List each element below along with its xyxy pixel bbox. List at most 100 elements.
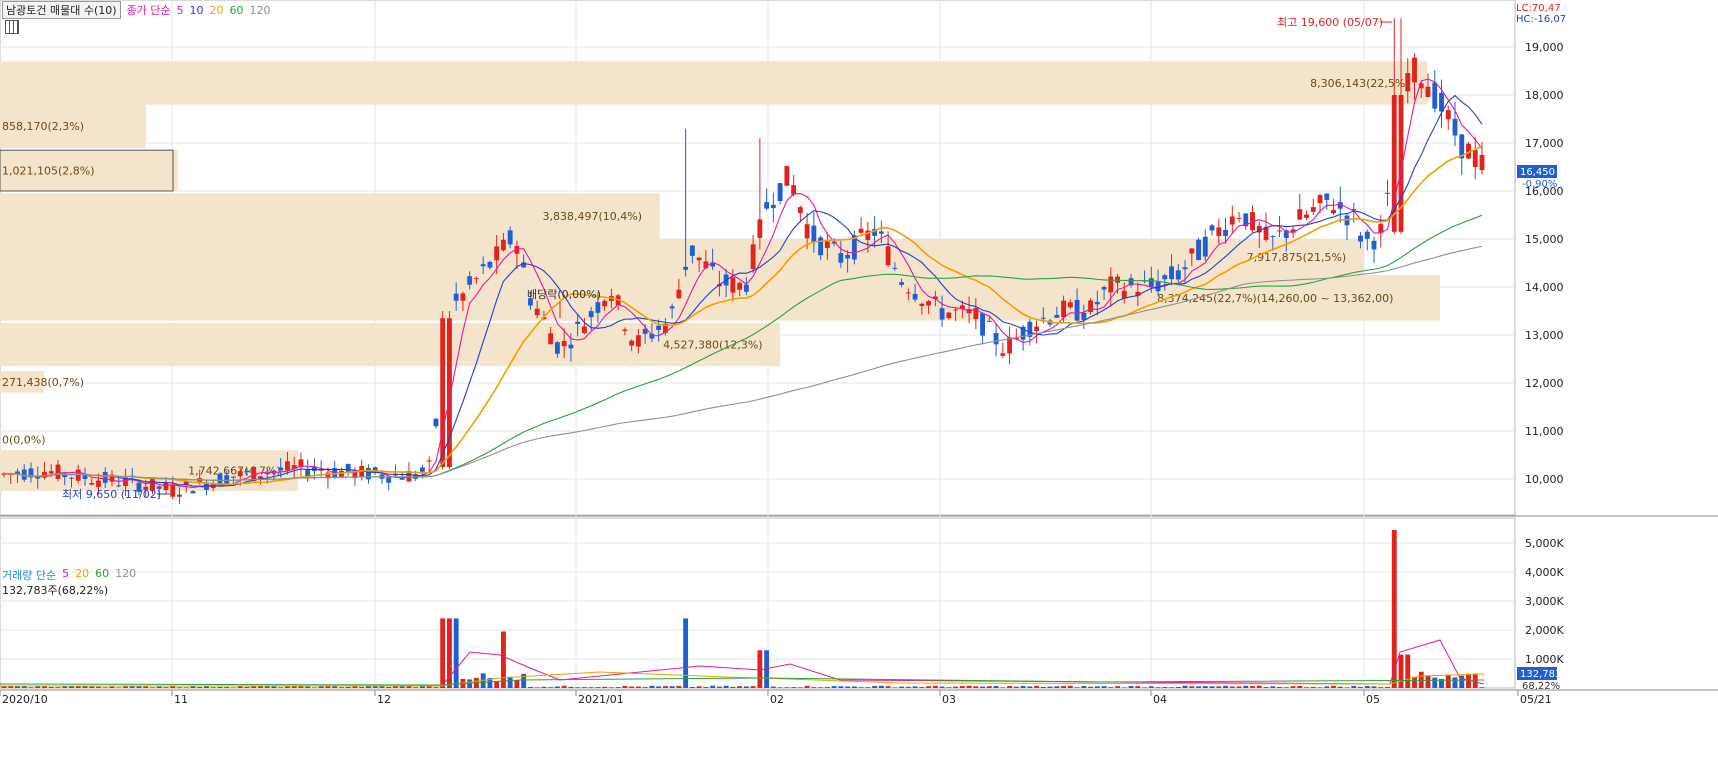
volume-bar <box>1135 686 1141 688</box>
candle-body <box>446 318 452 467</box>
volume-bar <box>568 686 574 688</box>
volume-profile-bar <box>0 371 45 393</box>
volume-bar <box>1034 685 1040 688</box>
candle-body <box>885 246 891 266</box>
candle-body <box>453 293 459 301</box>
candle-body <box>1189 248 1195 254</box>
volume-bar <box>1061 686 1067 688</box>
candle-body <box>791 185 797 195</box>
candle-body <box>1439 92 1444 112</box>
candle-body <box>959 305 965 310</box>
candle-body <box>150 478 155 491</box>
candle-body <box>527 298 533 306</box>
volume-bar <box>1452 677 1458 688</box>
ma-120-label: 120 <box>249 3 271 17</box>
date-tick-label: 05 <box>1366 693 1380 706</box>
candle-body <box>818 237 824 256</box>
ma120-line <box>3 245 1483 481</box>
vol-ma-60-label: 60 <box>95 567 110 580</box>
volume-bar <box>1229 686 1235 688</box>
volume-bar <box>797 687 803 688</box>
volume-bar <box>1432 677 1438 688</box>
ma-20-label: 20 <box>209 3 224 17</box>
volume-bar <box>541 686 547 688</box>
volume-info: 132,783주(68,22%) <box>2 584 109 597</box>
volume-bar <box>1358 686 1363 688</box>
candle-body <box>1351 208 1357 211</box>
candle-body <box>1412 57 1417 83</box>
volume-bar <box>399 686 405 688</box>
volume-bar <box>1000 687 1006 688</box>
volume-bar <box>1108 687 1114 688</box>
candle-body <box>676 289 682 299</box>
candle-body <box>1317 195 1323 204</box>
volume-bar <box>379 686 385 688</box>
volume-bar <box>851 686 857 688</box>
candle-body <box>602 300 608 307</box>
candle-body <box>764 202 770 209</box>
volume-bar <box>258 686 263 688</box>
volume-bar <box>237 686 243 688</box>
candle-body <box>1040 317 1046 319</box>
candle-body <box>433 418 439 427</box>
stock-name-label[interactable]: 남광토건 매물대 수(10) <box>2 1 121 19</box>
candle-body <box>1472 149 1478 168</box>
candle-body <box>352 469 358 479</box>
volume-bar <box>905 686 911 688</box>
volume-profile-label: 8,306,143(22,5%) <box>1310 77 1410 90</box>
candle-body <box>912 293 918 300</box>
volume-bar <box>1121 687 1127 688</box>
volume-bar <box>82 685 88 688</box>
volume-bar <box>757 650 763 688</box>
volume-bar <box>372 686 378 688</box>
volume-bar <box>116 687 122 688</box>
volume-bar <box>102 687 108 688</box>
candle-body <box>1162 275 1168 280</box>
volume-title[interactable]: 거래량 단순 <box>2 569 57 582</box>
volume-bar <box>1351 685 1357 688</box>
volume-bar <box>629 686 635 688</box>
volume-bar <box>811 687 817 688</box>
candle-body <box>561 340 567 347</box>
volume-bar <box>1040 686 1046 688</box>
volume-bar <box>865 687 871 688</box>
candle-body <box>919 303 925 307</box>
volume-bar <box>136 685 142 688</box>
candle-body <box>116 485 122 487</box>
volume-bar <box>703 687 709 688</box>
volume-bar <box>1412 676 1417 688</box>
volume-bar <box>1466 673 1471 688</box>
volume-bar <box>156 686 162 688</box>
volume-bar <box>554 686 560 688</box>
current-price-tag <box>1517 165 1557 178</box>
volume-bar <box>1317 687 1323 688</box>
candle-body <box>689 245 695 256</box>
volume-bar <box>291 685 297 688</box>
date-tick-label: 11 <box>174 693 188 706</box>
volume-bar <box>608 687 614 688</box>
candle-body <box>575 321 581 324</box>
volume-bar <box>507 676 513 688</box>
price-tick-label: 15,000 <box>1525 233 1564 246</box>
price-tick-label: 10,000 <box>1525 473 1564 486</box>
volume-bar <box>1007 686 1013 688</box>
candle-body <box>669 306 675 309</box>
volume-bar <box>278 687 284 688</box>
date-tick-label: 2020/10 <box>2 693 48 706</box>
volume-bar <box>1297 685 1303 688</box>
grid-tool-icon[interactable] <box>5 20 19 34</box>
volume-bar <box>1 686 7 688</box>
candle-body <box>123 477 128 487</box>
volume-bar <box>993 686 999 688</box>
volume-bar <box>467 679 473 688</box>
candle-body <box>1331 209 1336 214</box>
volume-bar <box>838 686 844 688</box>
candle-body <box>656 325 662 330</box>
candle-body <box>244 470 250 473</box>
candle-body <box>298 459 304 468</box>
candle-body <box>507 230 513 245</box>
current-change-value: -0,90% <box>1522 179 1557 190</box>
volume-bar <box>1142 687 1147 688</box>
